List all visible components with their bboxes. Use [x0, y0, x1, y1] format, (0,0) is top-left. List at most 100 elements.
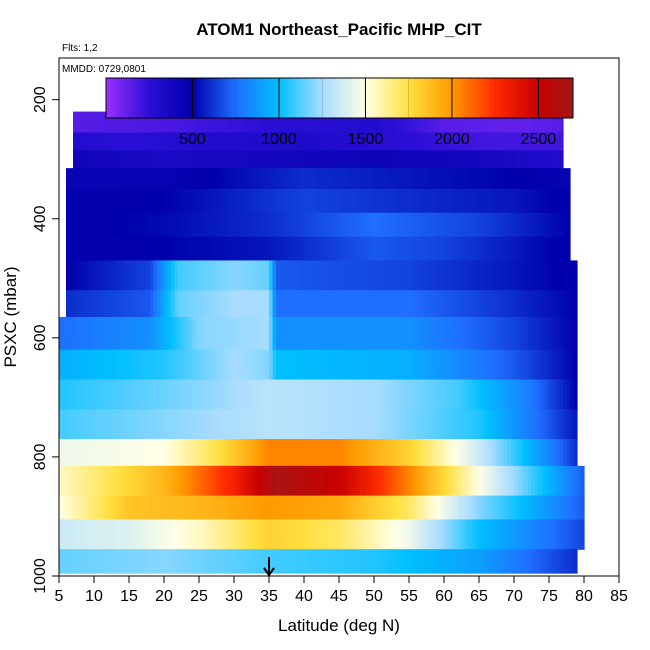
heatmap-cell — [150, 349, 155, 381]
heatmap-cell — [489, 168, 494, 190]
heatmap-cell — [157, 465, 162, 497]
colorbar-segment — [209, 78, 213, 118]
heatmap-cell — [87, 519, 92, 550]
heatmap-cell — [206, 379, 211, 410]
heatmap-cell — [335, 519, 340, 550]
heatmap-cell — [531, 409, 536, 440]
colorbar-segment — [163, 78, 167, 118]
heatmap-cell — [290, 260, 295, 291]
heatmap-cell — [220, 111, 225, 134]
heatmap-cell — [90, 188, 95, 214]
heatmap-cell — [279, 132, 284, 151]
heatmap-cell — [342, 260, 347, 291]
heatmap-cell — [304, 495, 309, 521]
heatmap-cell — [542, 465, 547, 497]
heatmap-cell — [524, 465, 529, 497]
heatmap-cell — [97, 519, 102, 550]
heatmap-cell — [241, 549, 246, 574]
heatmap-cell — [192, 465, 197, 497]
colorbar-tick-label: 1000 — [261, 131, 297, 148]
heatmap-cell — [461, 236, 466, 262]
heatmap-cell — [202, 212, 207, 238]
heatmap-cell — [213, 188, 218, 214]
heatmap-cell — [545, 349, 550, 381]
heatmap-cell — [122, 111, 127, 134]
heatmap-cell — [160, 409, 165, 440]
heatmap-cell — [517, 465, 522, 497]
heatmap-cell — [500, 260, 505, 291]
heatmap-cell — [535, 379, 540, 410]
heatmap-cell — [164, 260, 169, 291]
heatmap-cell — [549, 439, 554, 467]
heatmap-cell — [311, 150, 316, 169]
heatmap-cell — [412, 519, 417, 550]
heatmap-cell — [90, 495, 95, 521]
heatmap-cell — [325, 317, 330, 351]
heatmap-cell — [388, 260, 393, 291]
heatmap-cell — [507, 260, 512, 291]
heatmap-cell — [479, 290, 484, 318]
heatmap-cell — [339, 409, 344, 440]
heatmap-cell — [552, 519, 557, 550]
heatmap-cell — [220, 465, 225, 497]
heatmap-cell — [251, 212, 256, 238]
heatmap-cell — [150, 290, 155, 318]
heatmap-cell — [524, 150, 529, 169]
colorbar-segment — [453, 78, 457, 118]
heatmap-cell — [367, 168, 372, 190]
heatmap-cell — [395, 409, 400, 440]
heatmap-cell — [426, 439, 431, 467]
heatmap-cell — [531, 465, 536, 497]
heatmap-cell — [517, 519, 522, 550]
heatmap-cell — [479, 150, 484, 169]
heatmap-cell — [153, 439, 158, 467]
heatmap-cell — [216, 111, 221, 134]
y-axis-label: PSXC (mbar) — [1, 266, 20, 367]
heatmap-cell — [192, 379, 197, 410]
heatmap-cell — [251, 495, 256, 521]
heatmap-cell — [209, 150, 214, 169]
heatmap-cell — [87, 236, 92, 262]
heatmap-cell — [356, 150, 361, 169]
heatmap-cell — [195, 465, 200, 497]
heatmap-cell — [556, 188, 561, 214]
heatmap-cell — [129, 236, 134, 262]
heatmap-cell — [321, 188, 326, 214]
heatmap-cell — [230, 150, 235, 169]
heatmap-cell — [258, 290, 263, 318]
heatmap-cell — [167, 549, 172, 574]
colorbar-segment — [264, 78, 268, 118]
heatmap-cell — [304, 188, 309, 214]
heatmap-cell — [69, 409, 74, 440]
heatmap-cell — [416, 212, 421, 238]
heatmap-cell — [101, 290, 106, 318]
heatmap-cell — [356, 132, 361, 151]
heatmap-cell — [195, 236, 200, 262]
heatmap-cell — [272, 212, 277, 238]
heatmap-cell — [318, 439, 323, 467]
heatmap-cell — [454, 111, 459, 134]
heatmap-cell — [486, 111, 491, 134]
heatmap-cell — [73, 495, 78, 521]
heatmap-cell — [542, 519, 547, 550]
colorbar-segment — [404, 78, 408, 118]
heatmap-cell — [164, 188, 169, 214]
heatmap-cell — [493, 111, 498, 134]
heatmap-cell — [339, 549, 344, 574]
heatmap-cell — [430, 495, 435, 521]
heatmap-cell — [76, 519, 81, 550]
marker-head — [263, 567, 275, 577]
colorbar-segment — [534, 78, 538, 118]
heatmap-cell — [342, 111, 347, 134]
heatmap-cell — [461, 349, 466, 381]
heatmap-cell — [500, 188, 505, 214]
heatmap-cell — [307, 317, 312, 351]
heatmap-cell — [185, 150, 190, 169]
heatmap-cell — [143, 519, 148, 550]
heatmap-cell — [171, 549, 176, 574]
heatmap-cell — [381, 465, 386, 497]
heatmap-cell — [90, 290, 95, 318]
heatmap-cell — [430, 439, 435, 467]
heatmap-cell — [346, 349, 351, 381]
heatmap-cell — [507, 317, 512, 351]
